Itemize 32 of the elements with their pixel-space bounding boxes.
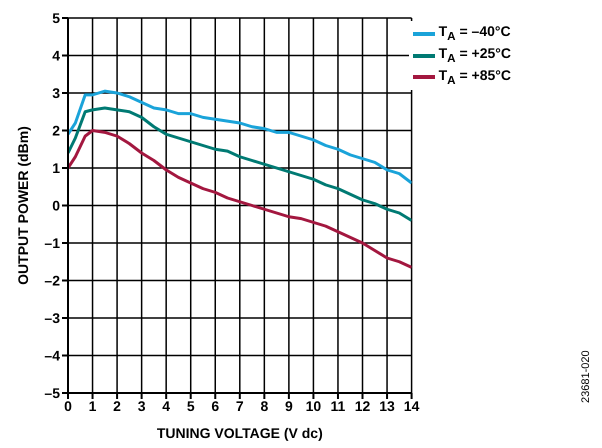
y-tick-label: –1 — [44, 234, 60, 251]
x-axis-title: TUNING VOLTAGE (V dc) — [156, 425, 323, 441]
y-tick-label: –4 — [44, 347, 60, 364]
x-tick-label: 5 — [186, 398, 195, 414]
x-tick-label: 14 — [404, 398, 420, 414]
y-tick-label: 3 — [52, 84, 60, 101]
x-tick-label: 0 — [64, 398, 72, 414]
y-tick-label: –5 — [44, 384, 60, 401]
x-tick-label: 9 — [284, 398, 293, 414]
x-tick-label: 6 — [211, 398, 220, 414]
legend-label: T$_{A}$ = –40°C — [438, 23, 511, 45]
x-tick-label: 4 — [162, 398, 170, 414]
legend-label: T$_{A}$ = +85°C — [438, 66, 511, 88]
x-tick-label: 11 — [330, 398, 346, 414]
x-tick-label: 8 — [260, 398, 268, 414]
y-tick-label: 2 — [52, 122, 60, 138]
y-tick-label: –2 — [44, 272, 60, 288]
y-tick-label: 0 — [52, 197, 60, 214]
x-tick-label: 10 — [306, 398, 322, 414]
x-tick-label: 1 — [88, 398, 97, 414]
y-tick-label: 4 — [52, 47, 60, 64]
x-tick-label: 12 — [354, 398, 371, 414]
y-tick-label: 1 — [52, 160, 60, 176]
x-tick-label: 7 — [236, 398, 244, 414]
y-tick-label: –3 — [44, 310, 60, 326]
x-tick-label: 2 — [113, 398, 122, 414]
x-tick-label: 13 — [379, 398, 396, 414]
x-tick-label: 3 — [138, 398, 146, 414]
y-axis-title: OUTPUT POWER (dBm) — [14, 126, 31, 285]
y-tick-label: 5 — [52, 10, 60, 26]
text: 23681-020 — [580, 350, 592, 403]
legend-label: T$_{A}$ = +25°C — [438, 44, 511, 67]
